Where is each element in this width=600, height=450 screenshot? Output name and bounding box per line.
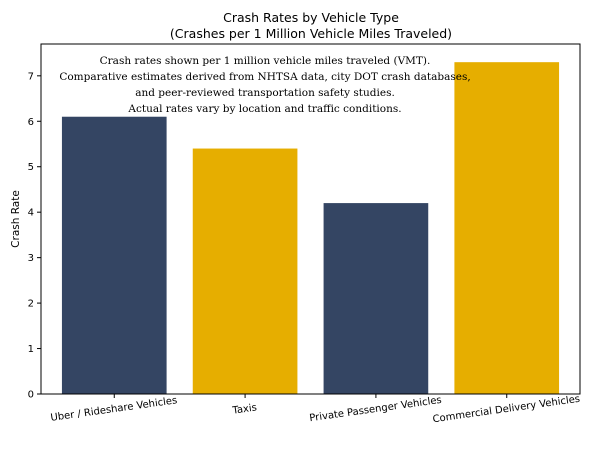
x-tick-label-1: Taxis (231, 402, 258, 416)
x-tick-label-2: Private Passenger Vehicles (309, 395, 443, 424)
x-axis: Uber / Rideshare Vehicles Taxis Private Pa… (50, 394, 581, 426)
bar-2 (323, 203, 429, 394)
y-tick-label-4: 4 (28, 208, 34, 219)
annotation-line-1: Comparative estimates derived from NHTSA… (59, 71, 470, 83)
y-tick-label-7: 7 (28, 71, 34, 82)
y-axis-label: Crash Rate (10, 190, 22, 248)
chart-subtitle: (Crashes per 1 Million Vehicle Miles Tra… (170, 26, 452, 41)
y-tick-label-2: 2 (28, 299, 34, 310)
bar-3 (454, 62, 560, 394)
plot-frame (40, 43, 581, 395)
bar-0 (61, 116, 167, 395)
annotation-line-3: Actual rates vary by location and traffi… (127, 103, 401, 115)
y-axis: 0 1 2 3 4 5 6 7 (28, 71, 41, 401)
annotation-note: Crash rates shown per 1 million vehicle … (59, 55, 470, 115)
y-tick-label-1: 1 (28, 344, 34, 355)
annotation-line-2: and peer-reviewed transportation safety … (135, 87, 395, 99)
annotation-line-0: Crash rates shown per 1 million vehicle … (100, 55, 431, 67)
x-tick-label-0: Uber / Rideshare Vehicles (50, 395, 178, 424)
x-tick-label-3: Commercial Delivery Vehicles (432, 394, 581, 426)
y-tick-label-3: 3 (28, 253, 34, 264)
y-tick-label-6: 6 (28, 117, 34, 128)
bars-layer (61, 62, 560, 395)
chart-title: Crash Rates by Vehicle Type (223, 10, 399, 25)
bar-1 (192, 148, 298, 394)
y-tick-label-5: 5 (28, 162, 34, 173)
y-tick-label-0: 0 (28, 390, 34, 401)
